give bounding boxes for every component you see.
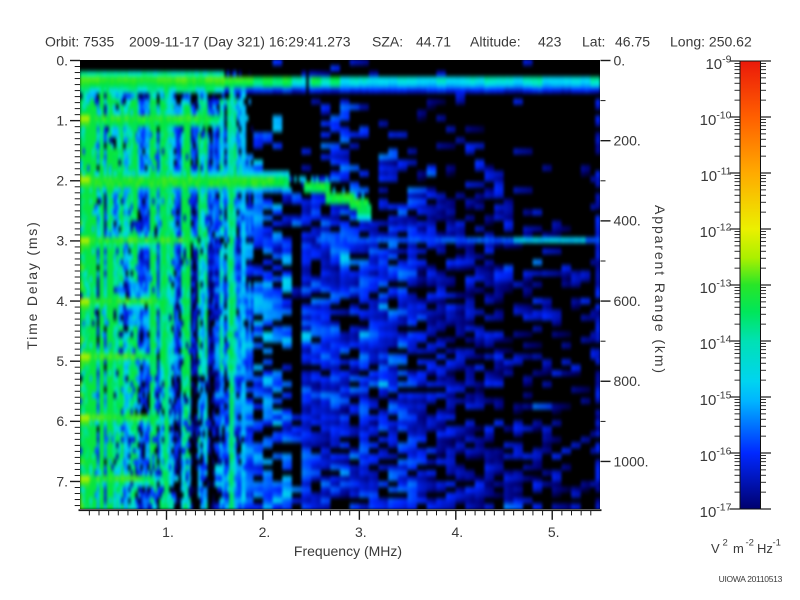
svg-text:3.: 3.	[355, 524, 367, 540]
svg-text:2.: 2.	[56, 173, 68, 189]
svg-text:Hz: Hz	[757, 541, 773, 556]
svg-text:10-17: 10-17	[700, 502, 732, 522]
svg-text:10-14: 10-14	[700, 334, 732, 354]
svg-text:2: 2	[723, 538, 728, 549]
svg-text:SZA:: SZA:	[372, 34, 403, 50]
svg-text:1.: 1.	[162, 524, 174, 540]
svg-text:UIOWA 20110513: UIOWA 20110513	[719, 574, 783, 584]
svg-text:3.: 3.	[56, 233, 68, 249]
svg-text:10-10: 10-10	[700, 110, 732, 130]
svg-text:1.: 1.	[56, 112, 68, 128]
svg-text:10-13: 10-13	[700, 278, 732, 298]
svg-text:Orbit: 7535: Orbit: 7535	[45, 34, 114, 50]
svg-text:2009-11-17 (Day 321) 16:29:41.: 2009-11-17 (Day 321) 16:29:41.273	[129, 34, 351, 50]
svg-text:Lat:: Lat:	[582, 34, 605, 50]
svg-text:10-9: 10-9	[705, 54, 731, 74]
svg-text:4.: 4.	[451, 524, 463, 540]
svg-text:Long: 250.62: Long: 250.62	[670, 34, 752, 50]
svg-text:800.: 800.	[614, 373, 641, 389]
svg-text:0.: 0.	[614, 52, 626, 68]
svg-text:10-11: 10-11	[700, 166, 731, 186]
svg-text:200.: 200.	[614, 132, 641, 148]
svg-text:4.: 4.	[56, 293, 68, 309]
svg-text:1000.: 1000.	[614, 453, 649, 469]
svg-text:Frequency (MHz): Frequency (MHz)	[294, 543, 402, 559]
svg-text:423: 423	[538, 34, 562, 50]
svg-text:44.71: 44.71	[416, 34, 451, 50]
svg-text:5.: 5.	[56, 353, 68, 369]
svg-text:0.: 0.	[56, 52, 68, 68]
svg-text:10-12: 10-12	[700, 222, 732, 242]
svg-text:-1: -1	[773, 538, 781, 549]
svg-text:6.: 6.	[56, 413, 68, 429]
svg-text:Altitude:: Altitude:	[470, 34, 521, 50]
svg-text:m: m	[733, 541, 744, 556]
svg-text:-2: -2	[746, 538, 754, 549]
svg-text:10-15: 10-15	[700, 390, 732, 410]
svg-text:Apparent Range (km): Apparent Range (km)	[652, 205, 668, 375]
svg-text:2.: 2.	[259, 524, 271, 540]
svg-text:10-16: 10-16	[700, 446, 732, 466]
svg-text:46.75: 46.75	[615, 34, 650, 50]
svg-text:400.: 400.	[614, 213, 641, 229]
svg-text:7.: 7.	[56, 473, 68, 489]
svg-text:V: V	[711, 541, 720, 556]
svg-text:Time Delay (ms): Time Delay (ms)	[24, 220, 40, 349]
svg-text:600.: 600.	[614, 293, 641, 309]
svg-text:5.: 5.	[548, 524, 560, 540]
